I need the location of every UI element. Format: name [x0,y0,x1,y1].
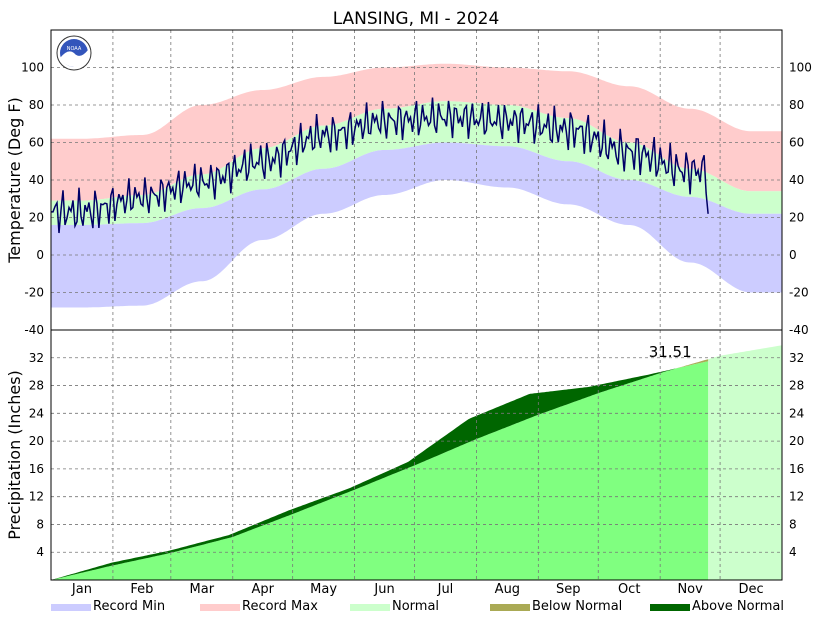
legend-item: Record Min [51,599,165,614]
precipitation-tick-label: 12 [789,490,804,504]
legend-item: Above Normal [650,599,784,614]
precipitation-tick-label: 8 [789,517,797,531]
temperature-tick-label: 40 [789,173,804,187]
precipitation-panel: 4 8 12 16 20 24 28 32 4 8 12 16 20 24 28 32 Precipitat… [5,330,804,580]
month-axis: Jan Feb Mar Apr May Jun Jul Aug Sep Oct Nov Dec [71,582,764,597]
precipitation-tick-label: 24 [29,406,44,420]
precipitation-tick-label: 4 [789,545,797,559]
normal-precipitation-future [708,345,782,580]
legend-item: Below Normal [490,599,622,614]
month-label: Mar [190,582,215,597]
temperature-axis-label: Temperature (Deg F) [5,97,24,264]
month-label: Jun [373,582,394,597]
temperature-tick-label: -40 [789,323,809,337]
precipitation-tick-label: 20 [29,434,44,448]
temperature-tick-label: 0 [789,248,797,262]
legend-item: Normal [350,599,439,614]
temperature-tick-label: 60 [789,136,804,150]
month-label: Jan [71,582,92,597]
record-min-band [51,142,782,308]
legend-label: Above Normal [692,599,784,614]
legend-swatch [51,604,91,611]
legend-label: Normal [392,599,439,614]
month-label: May [310,582,337,597]
precipitation-tick-label: 28 [29,379,44,393]
legend-label: Below Normal [532,599,622,614]
temperature-tick-label: -20 [24,286,44,300]
month-label: Jul [437,582,454,597]
temperature-tick-label: 80 [29,98,44,112]
precipitation-tick-label: 4 [36,545,44,559]
precipitation-tick-label: 20 [789,434,804,448]
month-label: Nov [677,582,703,597]
precipitation-tick-label: 16 [789,462,804,476]
precipitation-tick-label: 8 [36,517,44,531]
legend-label: Record Min [93,599,165,614]
legend-label: Record Max [242,599,318,614]
noaa-logo: NOAA [56,35,92,71]
precipitation-tick-label: 32 [29,351,44,365]
temperature-tick-label: 40 [29,173,44,187]
legend: Record Min Record Max Normal Below Normal Ab… [51,599,784,614]
temperature-tick-label: 100 [21,61,44,75]
precipitation-tick-label: 28 [789,379,804,393]
month-label: Feb [130,582,153,597]
temperature-panel: -40 -20 0 20 40 60 80 100 -40 -20 0 20 40 60 80 100 Te… [5,30,812,337]
record-max-band [51,63,782,201]
month-label: Oct [618,582,640,597]
temperature-tick-label: 100 [789,61,812,75]
precipitation-tick-label: 24 [789,406,804,420]
precipitation-tick-label: 12 [29,490,44,504]
svg-text:NOAA: NOAA [67,46,82,52]
temperature-tick-label: 0 [36,248,44,262]
legend-item: Record Max [200,599,318,614]
observed-temperature-line [51,97,709,234]
temperature-tick-label: 20 [29,211,44,225]
normal-temperature-band [51,101,782,225]
month-label: Apr [251,582,274,597]
legend-swatch [200,604,240,611]
legend-swatch [490,604,530,611]
legend-swatch [650,604,690,611]
temperature-tick-label: 60 [29,136,44,150]
normal-precipitation-area [51,361,709,580]
temperature-tick-label: 20 [789,211,804,225]
chart-title: LANSING, MI - 2024 [333,9,500,29]
precipitation-tick-label: 16 [29,462,44,476]
temperature-tick-label: -40 [24,323,44,337]
precipitation-axis-label: Precipitation (Inches) [5,370,24,540]
temperature-tick-label: 80 [789,98,804,112]
month-label: Sep [556,582,581,597]
precipitation-total-annotation: 31.51 [649,343,692,361]
legend-swatch [350,604,390,611]
month-label: Aug [495,582,520,597]
month-label: Dec [738,582,763,597]
temperature-tick-label: -20 [789,286,809,300]
precipitation-tick-label: 32 [789,351,804,365]
